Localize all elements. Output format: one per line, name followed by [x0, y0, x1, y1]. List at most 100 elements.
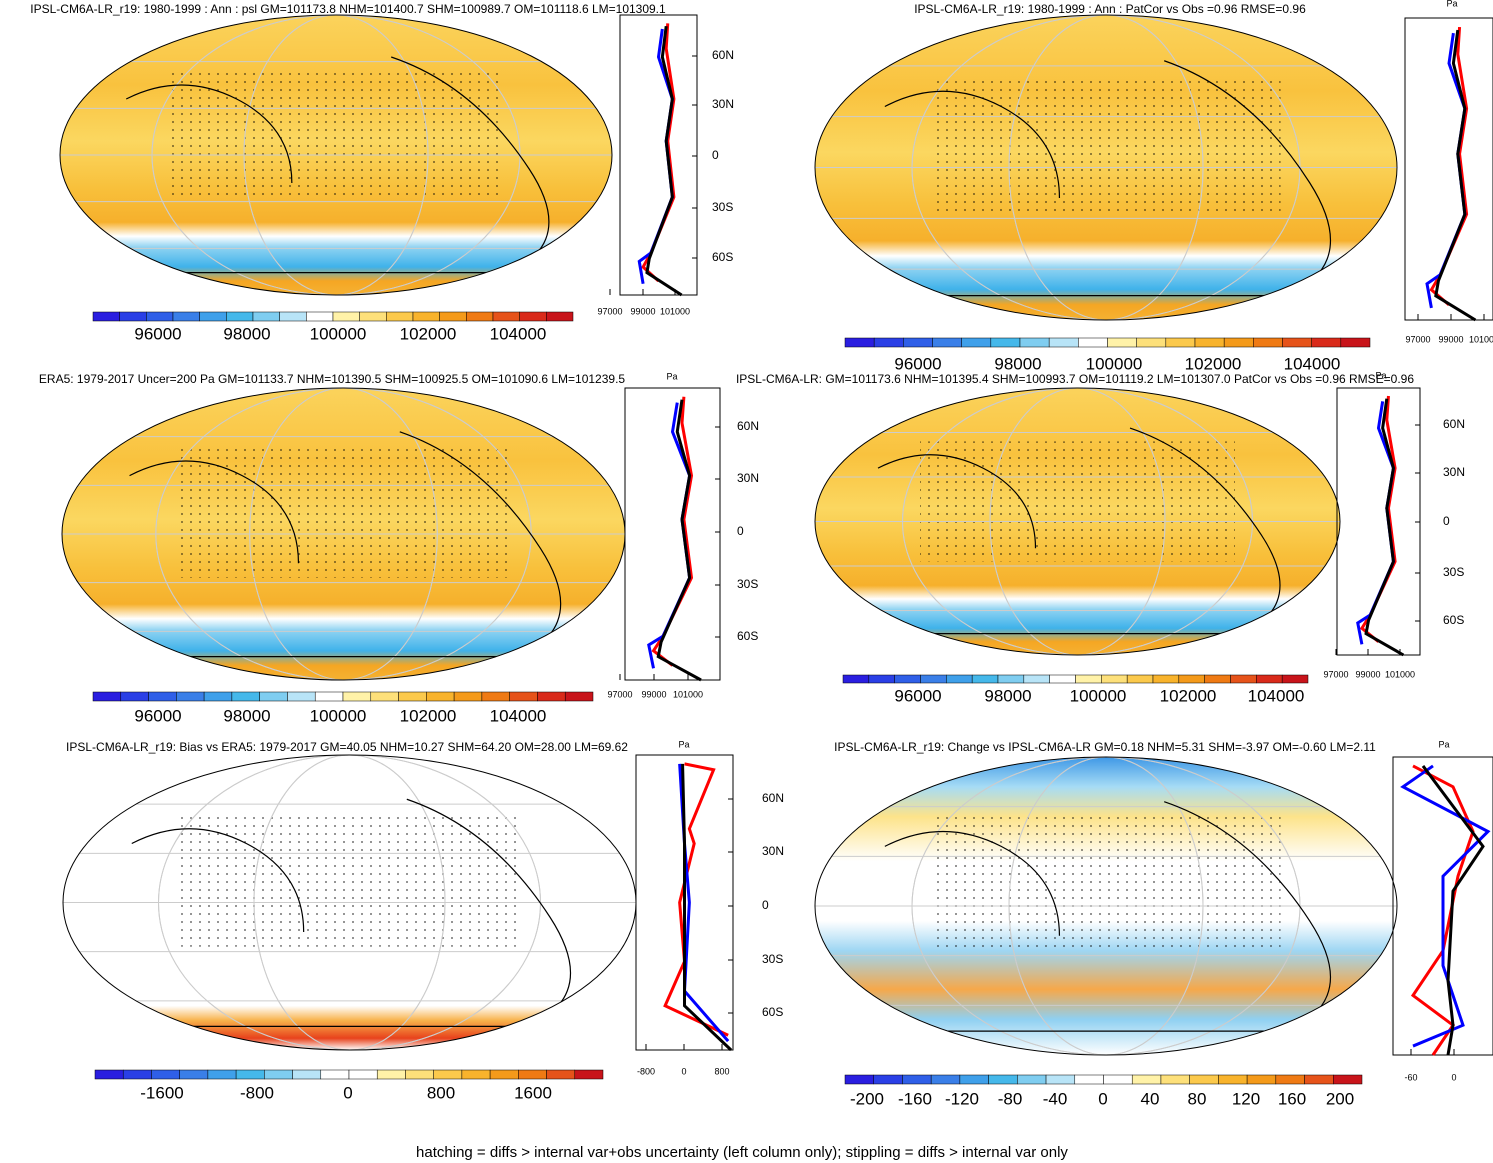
colorbar-box [287, 691, 316, 702]
colorbar-box [868, 674, 895, 684]
colorbar-box [94, 1069, 124, 1080]
stippling [170, 71, 502, 197]
profile-tick-label: 99000 [1355, 669, 1380, 679]
colorbar-box [519, 311, 547, 322]
colorbar-box [359, 311, 387, 322]
colorbar-box [902, 1074, 932, 1085]
panel: IPSL-CM6A-LR_r19: 1980-1999 : Ann : PatC… [814, 0, 1493, 373]
stippling [920, 441, 1235, 562]
colorbar-box [320, 1069, 350, 1080]
lat-label: 30S [762, 952, 783, 966]
colorbar-box [405, 1069, 434, 1080]
colorbar-box [179, 1069, 209, 1080]
graticule [243, 15, 429, 295]
colorbar-box [235, 1069, 265, 1080]
panel: IPSL-CM6A-LR_r19: Change vs IPSL-CM6A-LR… [814, 739, 1493, 1108]
profile-line [1434, 29, 1477, 322]
lat-label: 30S [1443, 565, 1464, 579]
colorbar-box [1136, 337, 1167, 348]
colorbar-label: 98000 [994, 354, 1041, 373]
lat-label: 0 [762, 898, 769, 912]
colorbar-box [119, 311, 147, 322]
unit-label: Pa [666, 371, 677, 381]
colorbar-box [314, 691, 344, 702]
profile-tick-label: 97000 [607, 689, 632, 699]
colorbar-box [1223, 337, 1254, 348]
colorbar-box [332, 311, 360, 322]
colorbar-box [1103, 1074, 1133, 1085]
colorbar-box [1189, 1074, 1219, 1085]
profile-line [1364, 398, 1405, 657]
profile-tick-label: 99000 [1438, 334, 1463, 344]
panel-title: IPSL-CM6A-LR_r19: Change vs IPSL-CM6A-LR… [834, 740, 1376, 754]
colorbar-box [292, 1069, 322, 1080]
lat-label: 60N [737, 419, 759, 433]
colorbar-box [546, 1069, 576, 1080]
colorbar-label: 100000 [310, 324, 367, 343]
colorbar-label: -800 [240, 1083, 274, 1102]
colorbar-box [146, 311, 174, 322]
colorbar-box [252, 311, 280, 322]
colorbar-box [412, 311, 440, 322]
colorbar-label: 102000 [1160, 686, 1217, 705]
map-border [814, 387, 1341, 656]
panel-title: IPSL-CM6A-LR_r19: 1980-1999 : Ann : psl … [30, 2, 666, 16]
profile-tick-label: -60 [1404, 1072, 1417, 1082]
colorbar-label: 98000 [223, 706, 270, 725]
lat-label: 60S [762, 1005, 783, 1019]
colorbar-box [172, 311, 200, 322]
colorbar-label: 100000 [1086, 354, 1143, 373]
profile-frame [619, 14, 698, 296]
colorbar-box [342, 691, 372, 702]
colorbar-box [1075, 674, 1102, 684]
colorbar-box [1311, 337, 1342, 348]
colorbar-box [148, 691, 177, 702]
panel: ERA5: 1979-2017 Uncer=200 Pa GM=101133.7… [39, 371, 759, 725]
graticule [1008, 15, 1204, 320]
colorbar-box [151, 1069, 180, 1080]
colorbar-box [176, 691, 205, 702]
colorbar-box [1165, 337, 1196, 348]
graticule [989, 388, 1166, 655]
colorbar-label: -200 [850, 1089, 884, 1108]
graticule [249, 388, 438, 680]
colorbar-box [1101, 674, 1128, 684]
colorbar-box [1074, 1074, 1104, 1085]
colorbar-box [971, 674, 999, 684]
colorbar-label: 96000 [894, 354, 941, 373]
unit-label: Pa [1438, 739, 1449, 749]
colorbar-box [120, 691, 149, 702]
colorbar-box [844, 1074, 874, 1085]
colorbar-box [1160, 1074, 1190, 1085]
colorbar-box [386, 311, 414, 322]
colorbar-label: 40 [1141, 1089, 1160, 1108]
lat-label: 60S [1443, 613, 1464, 627]
lat-label: 30N [762, 844, 784, 858]
colorbar-label: 104000 [490, 706, 547, 725]
colorbar-label: -80 [998, 1089, 1023, 1108]
colorbar-label: 102000 [1185, 354, 1242, 373]
colorbar-box [988, 1074, 1018, 1085]
lat-label: 30N [712, 97, 734, 111]
colorbar-box [1340, 337, 1371, 348]
stippling [174, 446, 513, 578]
map [62, 388, 625, 680]
profile-tick-label: 101000 [1469, 334, 1493, 344]
profile-line [678, 763, 730, 1043]
map [63, 755, 636, 1050]
map-border [59, 14, 613, 296]
colorbar-box [433, 1069, 463, 1080]
colorbar-box [844, 337, 875, 348]
graticule [253, 755, 446, 1050]
map-border [814, 756, 1398, 1056]
colorbar-box [1049, 674, 1076, 684]
profile-tick-label: 101000 [673, 689, 703, 699]
colorbar-box [203, 691, 233, 702]
profile-line [1400, 764, 1491, 1048]
colorbar-label: 98000 [984, 686, 1031, 705]
colorbar-box [1107, 337, 1137, 348]
colorbar-box [376, 1069, 406, 1080]
profile-frame [1392, 756, 1493, 1056]
lat-label: 30N [737, 471, 759, 485]
colorbar-box [1281, 674, 1309, 684]
